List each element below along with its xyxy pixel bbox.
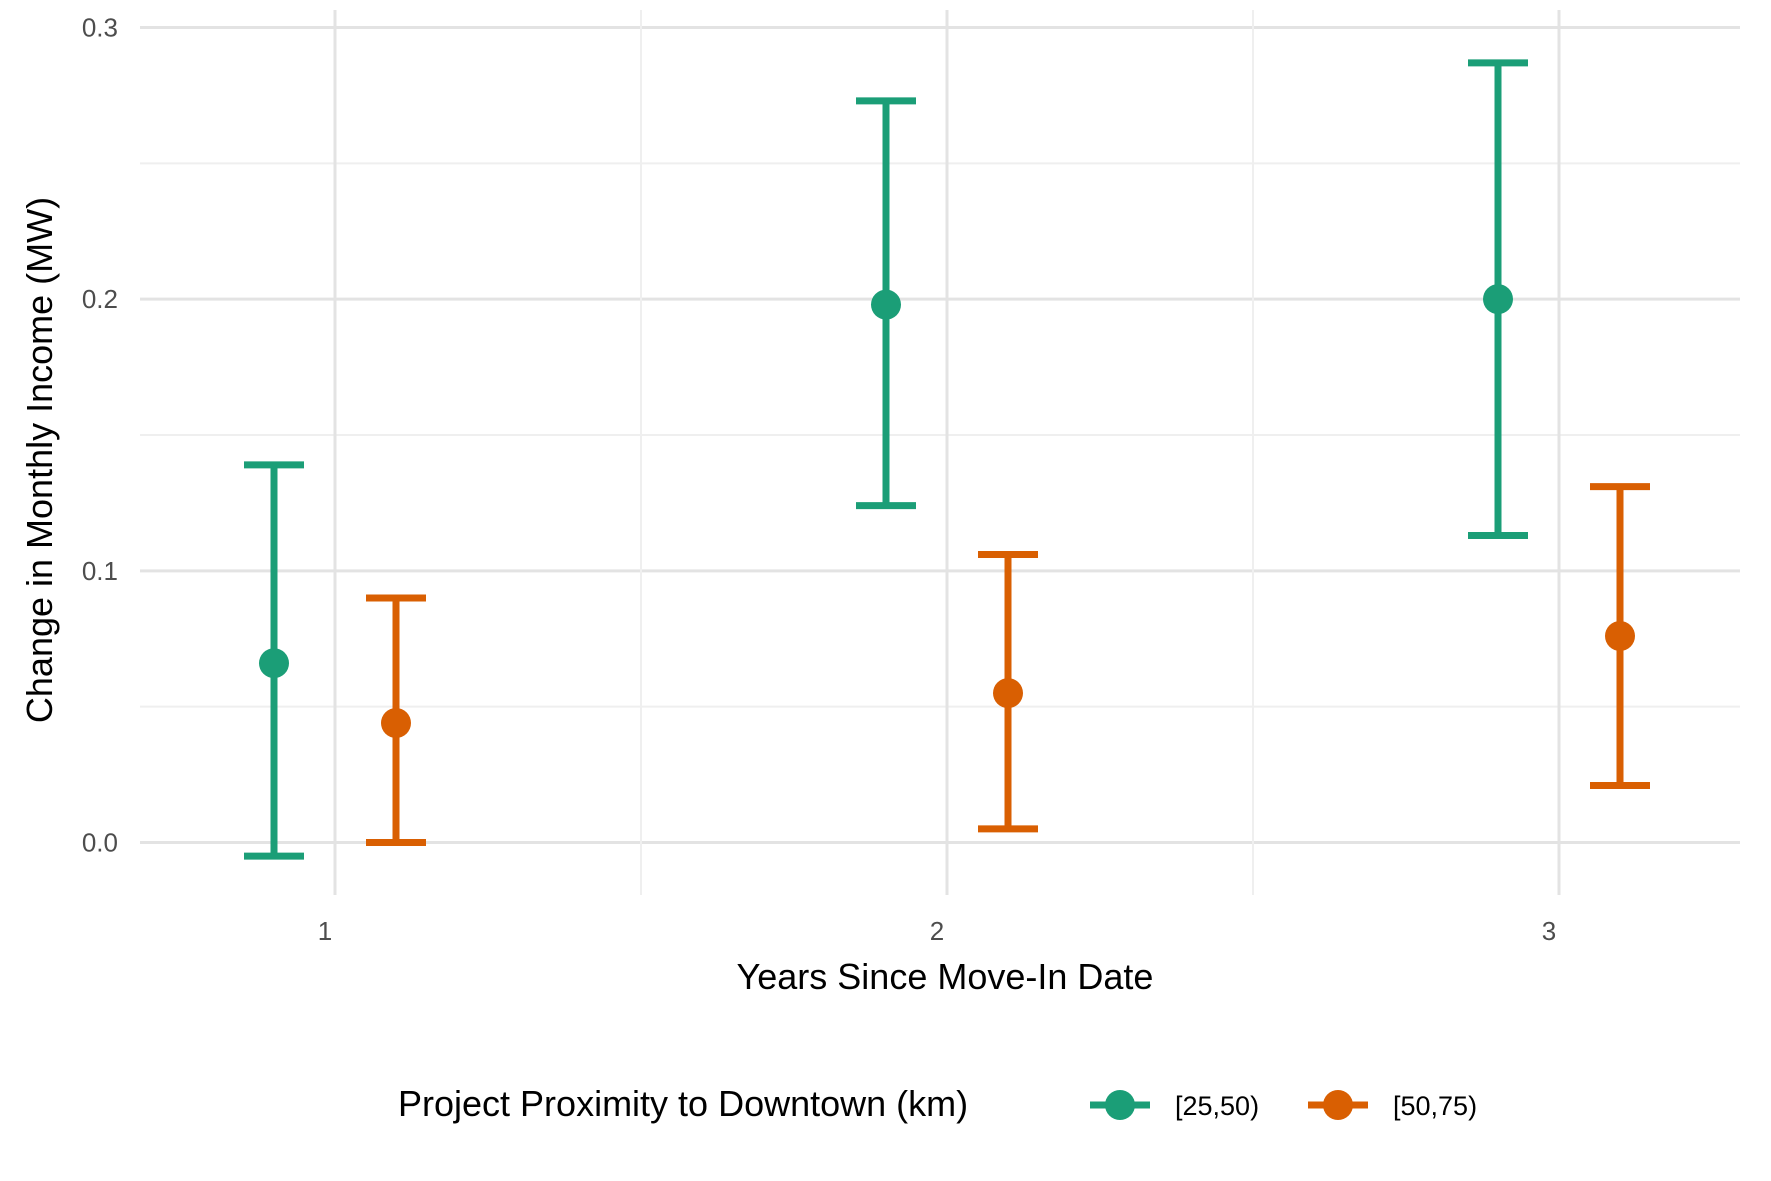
y-tick-label: 0.3 xyxy=(82,13,118,43)
data-point xyxy=(993,678,1023,709)
grid-lines xyxy=(140,10,1740,895)
legend-label: [50,75) xyxy=(1393,1091,1477,1121)
y-tick-label: 0.2 xyxy=(82,284,118,314)
legend-title: Project Proximity to Downtown (km) xyxy=(398,1083,968,1124)
data-point xyxy=(871,289,901,320)
y-tick-label: 0.0 xyxy=(82,828,118,858)
data-point xyxy=(259,648,289,679)
legend-key-point xyxy=(1323,1090,1353,1120)
series-group xyxy=(366,483,1650,846)
x-tick-label: 1 xyxy=(318,916,332,946)
series-group xyxy=(244,59,1528,860)
data-point xyxy=(1483,284,1513,315)
legend-label: [25,50) xyxy=(1175,1091,1259,1121)
y-axis-title: Change in Monthly Income (MW) xyxy=(19,197,60,723)
legend-key-point xyxy=(1105,1090,1135,1120)
legend: Project Proximity to Downtown (km) [25,5… xyxy=(398,1083,1477,1124)
legend-item: [25,50) xyxy=(1090,1090,1259,1121)
x-axis-tick-labels: 1 2 3 xyxy=(318,916,1556,946)
y-axis-tick-labels: 0.0 0.1 0.2 0.3 xyxy=(82,13,118,858)
x-axis-title: Years Since Move-In Date xyxy=(737,956,1154,997)
data-series xyxy=(244,59,1650,860)
legend-item: [50,75) xyxy=(1308,1090,1477,1121)
data-point xyxy=(1605,621,1635,652)
x-tick-label: 2 xyxy=(930,916,944,946)
x-tick-label: 3 xyxy=(1542,916,1556,946)
y-tick-label: 0.1 xyxy=(82,556,118,586)
data-point xyxy=(381,707,411,738)
legend-items: [25,50) [50,75) xyxy=(1090,1090,1477,1121)
